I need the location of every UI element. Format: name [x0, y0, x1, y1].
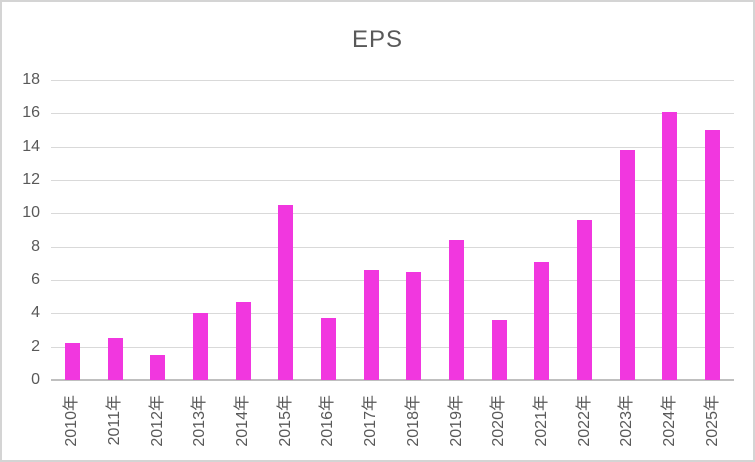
- y-tick-label-4: 4: [31, 304, 40, 321]
- x-tick-label-2016年: 2016年: [319, 395, 336, 447]
- x-tick-label-2023年: 2023年: [618, 395, 635, 447]
- x-tick-label-2024年: 2024年: [661, 395, 678, 447]
- x-tick-label-2011年: 2011年: [106, 395, 123, 446]
- chart-title[interactable]: EPS: [351, 26, 404, 53]
- bar-2025年[interactable]: [705, 130, 720, 380]
- bar-2020年[interactable]: [492, 320, 507, 380]
- y-tick-label-18: 18: [22, 71, 40, 88]
- x-tick-label-2010年: 2010年: [63, 395, 80, 447]
- bar-2014年[interactable]: [236, 302, 251, 380]
- y-tick-label-0: 0: [31, 371, 40, 388]
- y-tick-label-14: 14: [22, 138, 40, 155]
- bar-2018年[interactable]: [406, 272, 421, 380]
- bar-2022年[interactable]: [577, 220, 592, 380]
- y-tick-label-12: 12: [22, 171, 40, 188]
- bar-2016年[interactable]: [321, 318, 336, 380]
- bar-2011年[interactable]: [108, 338, 123, 380]
- gridline-y-2: [51, 347, 734, 348]
- bar-2012年[interactable]: [150, 355, 165, 380]
- gridline-y-10: [51, 213, 734, 214]
- x-tick-label-2012年: 2012年: [149, 395, 166, 447]
- bar-2021年[interactable]: [534, 262, 549, 380]
- x-tick-label-2018年: 2018年: [405, 395, 422, 447]
- y-tick-label-2: 2: [31, 338, 40, 355]
- x-tick-label-2020年: 2020年: [490, 395, 507, 447]
- bar-2019年[interactable]: [449, 240, 464, 380]
- x-tick-label-2017年: 2017年: [362, 395, 379, 447]
- y-tick-label-6: 6: [31, 271, 40, 288]
- y-tick-label-8: 8: [31, 238, 40, 255]
- x-tick-label-2025年: 2025年: [704, 395, 721, 447]
- bar-2013年[interactable]: [193, 313, 208, 380]
- x-tick-label-2019年: 2019年: [448, 395, 465, 447]
- gridline-y-16: [51, 113, 734, 114]
- gridline-y-4: [51, 313, 734, 314]
- x-tick-label-2015年: 2015年: [277, 395, 294, 447]
- bar-2023年[interactable]: [620, 150, 635, 380]
- gridline-y-12: [51, 180, 734, 181]
- bar-2024年[interactable]: [662, 112, 677, 380]
- gridline-y-8: [51, 247, 734, 248]
- y-tick-label-10: 10: [22, 204, 40, 221]
- x-tick-label-2021年: 2021年: [533, 395, 550, 447]
- x-tick-label-2013年: 2013年: [191, 395, 208, 447]
- bar-2017年[interactable]: [364, 270, 379, 380]
- x-tick-label-2014年: 2014年: [234, 395, 251, 447]
- gridline-y-18: [51, 80, 734, 81]
- y-tick-label-16: 16: [22, 104, 40, 121]
- x-tick-label-2022年: 2022年: [576, 395, 593, 447]
- gridline-y-14: [51, 147, 734, 148]
- bar-2015年[interactable]: [278, 205, 293, 380]
- gridline-y-6: [51, 280, 734, 281]
- x-axis-line: [51, 379, 734, 381]
- bar-2010年[interactable]: [65, 343, 80, 380]
